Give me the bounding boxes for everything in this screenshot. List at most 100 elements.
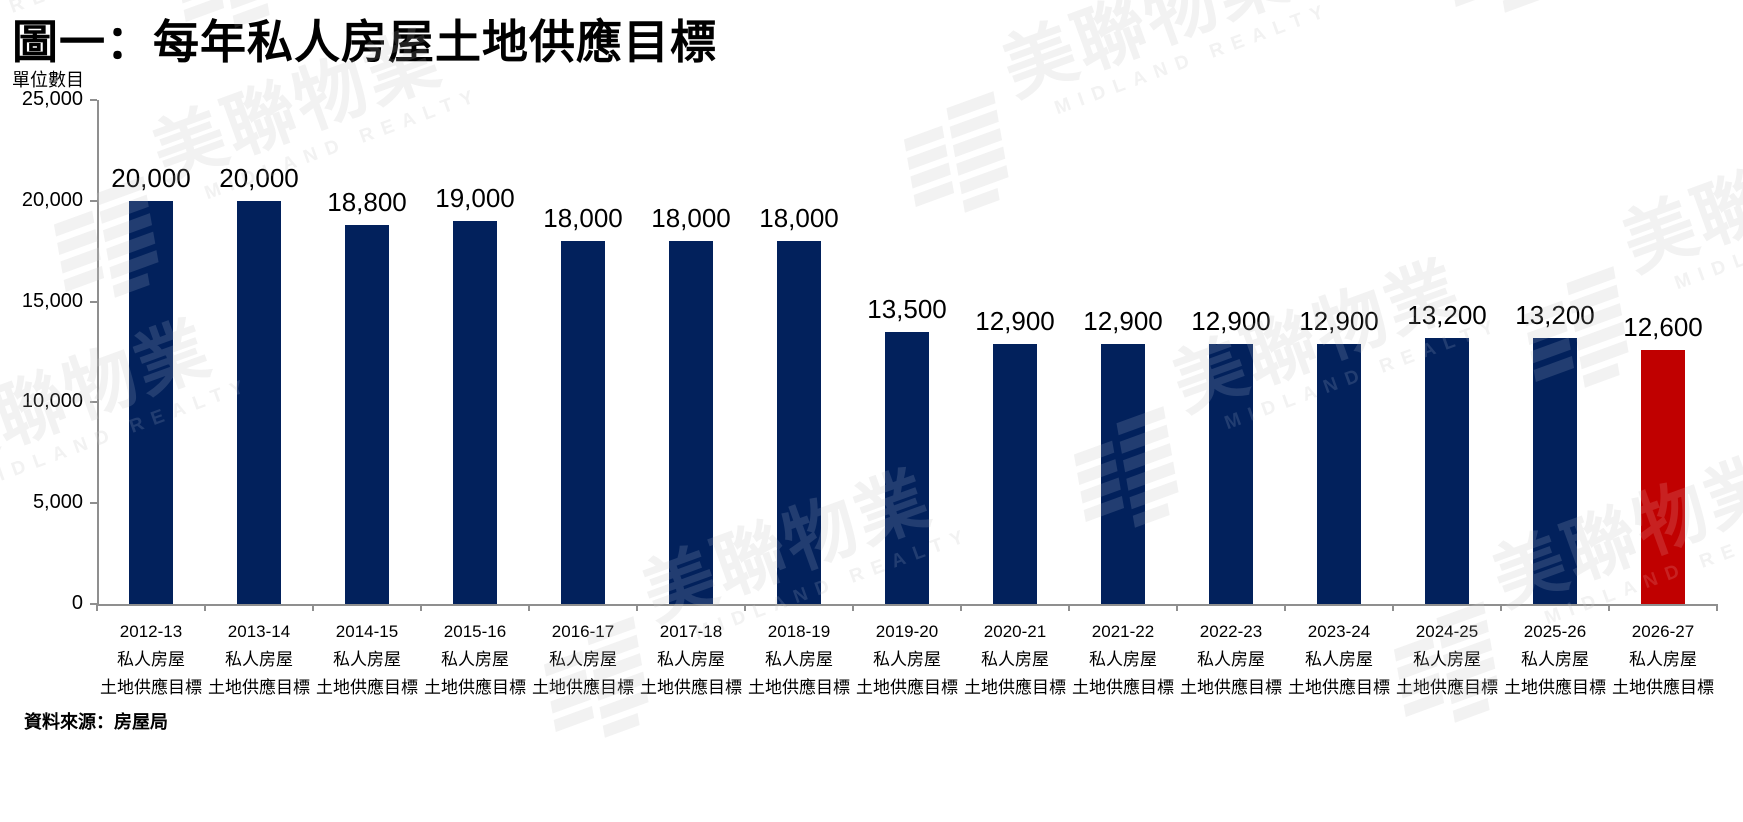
y-axis-unit-label: 單位數目 bbox=[12, 70, 84, 90]
y-tick-label: 20,000 bbox=[21, 188, 83, 211]
category-label: 2018-19 私人房屋土地供應目標 bbox=[724, 618, 874, 702]
bar-value-label: 19,000 bbox=[435, 183, 515, 213]
bar bbox=[561, 241, 605, 604]
category-sublabel-2: 土地供應目標 bbox=[748, 678, 850, 697]
y-axis-tick bbox=[90, 300, 97, 303]
bar bbox=[1425, 338, 1469, 604]
category-sublabel-2: 土地供應目標 bbox=[316, 678, 418, 697]
bar bbox=[885, 332, 929, 604]
category-sublabel-1: 私人房屋 bbox=[333, 650, 401, 669]
category-sublabel-2: 土地供應目標 bbox=[1612, 678, 1714, 697]
category-label: 2012-13 私人房屋 土地供應目標 bbox=[76, 618, 226, 702]
bar bbox=[1533, 338, 1577, 604]
bar-value-label: 18,800 bbox=[327, 187, 407, 217]
x-axis-tick bbox=[1392, 604, 1394, 611]
category-year: 2026-27 bbox=[1631, 622, 1695, 641]
y-tick-label: 15,000 bbox=[21, 289, 83, 312]
category-sublabel-1: 私人房屋 bbox=[1629, 650, 1697, 669]
x-axis-tick bbox=[744, 604, 746, 611]
category-year: 2020-21 bbox=[983, 622, 1047, 641]
category-sublabel-1: 私人房屋 bbox=[981, 650, 1049, 669]
category-year: 2018-19 bbox=[767, 622, 831, 641]
category-sublabel-2: 土地供應目標 bbox=[100, 678, 202, 697]
category-label: 2013-14 私人房屋 土地供應目標 bbox=[184, 618, 334, 702]
category-sublabel-1: 私人房屋 bbox=[1305, 650, 1373, 669]
x-axis-tick bbox=[204, 604, 206, 611]
category-label: 2015-16 私人房屋 土地供應目標 bbox=[400, 618, 550, 702]
y-axis-tick bbox=[90, 603, 97, 605]
category-sublabel-1: 私人房屋 bbox=[657, 650, 725, 669]
category-sublabel-2: 土地供應目標 bbox=[856, 678, 958, 697]
x-axis-tick bbox=[960, 604, 962, 611]
category-label: 2026-27 私人房屋土地供應目標 bbox=[1588, 618, 1738, 702]
bar bbox=[777, 241, 821, 604]
category-label: 2025-26 私人房屋 土地供應目標 bbox=[1480, 618, 1630, 702]
y-tick-label: 10,000 bbox=[21, 390, 83, 413]
x-axis-tick bbox=[1284, 604, 1286, 611]
x-axis-tick bbox=[420, 604, 422, 611]
bar bbox=[129, 201, 173, 604]
category-sublabel-1: 私人房屋 bbox=[1089, 650, 1157, 669]
category-sublabel-1: 私人房屋 bbox=[1521, 650, 1589, 669]
category-sublabel-1: 私人房屋 bbox=[765, 650, 833, 669]
bar bbox=[1101, 344, 1145, 604]
y-axis-line bbox=[97, 100, 99, 604]
x-axis-tick bbox=[852, 604, 854, 611]
bar-highlighted bbox=[1641, 350, 1685, 604]
category-sublabel-1: 私人房屋 bbox=[117, 650, 185, 669]
x-axis-tick bbox=[1608, 604, 1610, 611]
category-sublabel-2: 土地供應目標 bbox=[640, 678, 742, 697]
bar-value-label: 13,200 bbox=[1407, 300, 1487, 330]
x-axis-tick bbox=[1068, 604, 1070, 611]
x-axis-tick bbox=[636, 604, 638, 611]
y-tick-label: 5,000 bbox=[32, 491, 83, 514]
category-sublabel-2: 土地供應目標 bbox=[1072, 678, 1174, 697]
category-sublabel-1: 私人房屋 bbox=[441, 650, 509, 669]
category-sublabel-2: 土地供應目標 bbox=[1288, 678, 1390, 697]
x-axis-tick bbox=[96, 604, 98, 611]
category-year: 2017-18 bbox=[659, 622, 723, 641]
bar-value-label: 18,000 bbox=[543, 203, 623, 233]
bar-value-label: 13,500 bbox=[867, 294, 947, 324]
y-tick-label: 25,000 bbox=[21, 88, 83, 110]
category-year: 2021-22 bbox=[1091, 622, 1155, 641]
y-tick-label: 0 bbox=[71, 592, 83, 614]
x-axis-tick bbox=[1176, 604, 1178, 611]
bar bbox=[1317, 344, 1361, 604]
bar bbox=[993, 344, 1037, 604]
bar-value-label: 12,900 bbox=[975, 306, 1055, 336]
bar bbox=[345, 225, 389, 604]
category-label: 2023-24 私人房屋土地供應目標 bbox=[1264, 618, 1414, 702]
category-year: 2022-23 bbox=[1199, 622, 1263, 641]
category-sublabel-2: 土地供應目標 bbox=[1180, 678, 1282, 697]
category-label: 2019-20 私人房屋 土地供應目標 bbox=[832, 618, 982, 702]
category-year: 2014-15 bbox=[335, 622, 399, 641]
bar-value-label: 12,900 bbox=[1299, 306, 1379, 336]
bar-value-label: 12,900 bbox=[1191, 306, 1271, 336]
bar bbox=[669, 241, 713, 604]
page-title: 圖一：每年私人房屋土地供應目標 bbox=[12, 16, 717, 68]
bar-value-label: 20,000 bbox=[219, 163, 299, 193]
category-label: 2017-18 私人房屋土地供應目標 bbox=[616, 618, 766, 702]
bar bbox=[237, 201, 281, 604]
bar bbox=[453, 221, 497, 604]
y-axis-tick bbox=[90, 502, 97, 505]
x-axis-tick bbox=[1716, 604, 1718, 611]
category-year: 2019-20 bbox=[875, 622, 939, 641]
category-sublabel-2: 土地供應目標 bbox=[964, 678, 1066, 697]
category-year: 2023-24 bbox=[1307, 622, 1371, 641]
y-axis-tick bbox=[90, 99, 97, 101]
bar-value-label: 18,000 bbox=[651, 203, 731, 233]
bar bbox=[1209, 344, 1253, 604]
x-axis-tick bbox=[1500, 604, 1502, 611]
category-year: 2015-16 bbox=[443, 622, 507, 641]
category-sublabel-1: 私人房屋 bbox=[1197, 650, 1265, 669]
category-year: 2013-14 bbox=[227, 622, 291, 641]
category-sublabel-2: 土地供應目標 bbox=[1504, 678, 1606, 697]
category-sublabel-1: 私人房屋 bbox=[225, 650, 293, 669]
category-label: 2021-22 私人房屋土地供應目標 bbox=[1048, 618, 1198, 702]
source-note: 資料來源：房屋局 bbox=[24, 712, 168, 732]
x-axis-tick bbox=[528, 604, 530, 611]
